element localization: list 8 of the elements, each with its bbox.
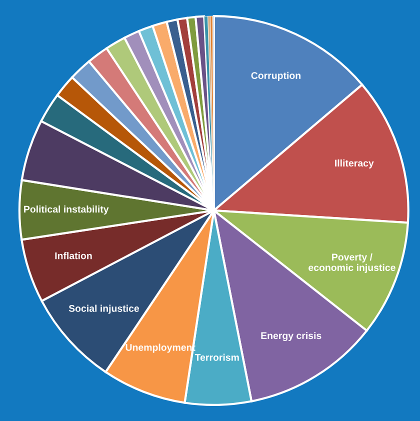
slice-label: Terrorism bbox=[194, 354, 239, 361]
slice-label: Energy crisis bbox=[261, 332, 322, 342]
slice-label: Social injustice bbox=[68, 304, 140, 314]
slice-label: Political instability bbox=[24, 206, 109, 215]
slice-label: Corruption bbox=[251, 72, 300, 81]
slice-label: Illiteracy bbox=[335, 159, 374, 168]
slice-label: Inflation bbox=[55, 252, 92, 260]
slice-label: Poverty / economic injustice bbox=[308, 253, 396, 273]
